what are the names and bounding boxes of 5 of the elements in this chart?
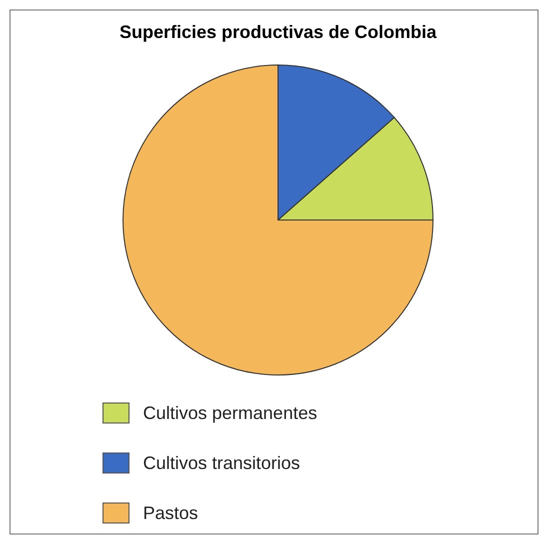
- legend-label: Pastos: [143, 503, 198, 523]
- chart-title: Superficies productivas de Colombia: [119, 22, 438, 42]
- legend-label: Cultivos permanentes: [143, 403, 318, 423]
- legend-label: Cultivos transitorios: [143, 453, 300, 473]
- pie-slice: [122, 64, 434, 376]
